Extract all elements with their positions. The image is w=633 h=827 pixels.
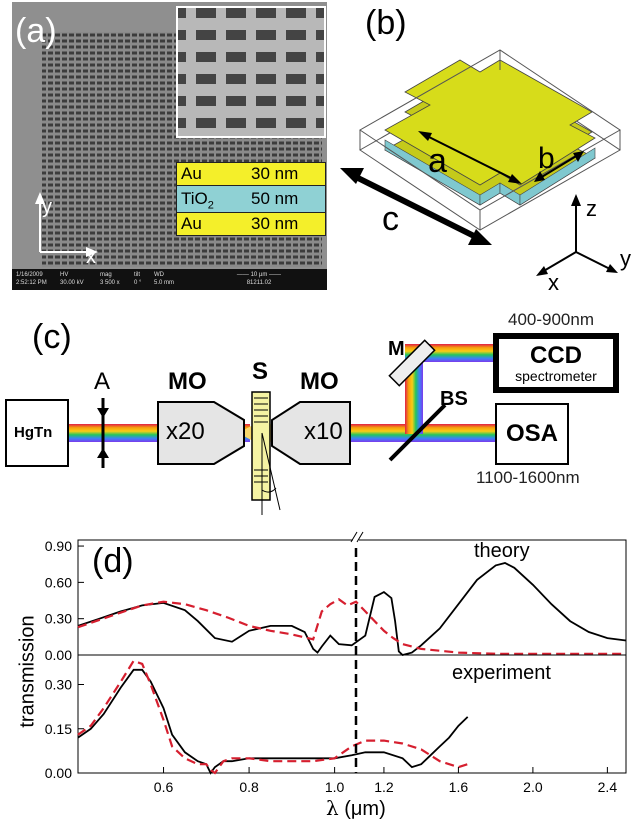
sem-scale: —— 10 µm —— 81211.02 <box>236 272 282 286</box>
sem-image <box>12 2 327 290</box>
material-name: TiO <box>181 189 208 208</box>
layer-tio2: TiO2 50 nm <box>176 186 326 213</box>
aperture-label: A <box>94 368 111 395</box>
sample-label: S <box>252 358 269 385</box>
axis-break-mark <box>350 531 358 543</box>
series-line-solid-experiment <box>77 668 469 775</box>
x-tick-label: 2.4 <box>598 779 618 795</box>
x-tick-label: 0.6 <box>154 779 174 795</box>
x-axis-symbol: λ <box>326 796 339 820</box>
sem-wd: WD 5.0 mm <box>154 272 175 286</box>
y-tick-label: 0.90 <box>45 538 72 554</box>
sem-mag: mag 3 500 x <box>100 272 120 286</box>
osa-range: 1100-1600nm <box>476 468 580 487</box>
axis-break-gap-top <box>353 530 359 544</box>
experiment-label: experiment <box>452 662 551 684</box>
unit-cell-diagram <box>340 49 621 276</box>
layer-material: TiO2 <box>177 186 251 212</box>
source-label: HgTn <box>14 424 53 441</box>
setup-diagram <box>5 333 619 515</box>
objective-right-label: MO <box>300 368 339 395</box>
panel-c-label: (c) <box>32 318 72 356</box>
sem-info-bar: 1/16/2009 2:52:12 PM HV 30.00 kV mag 3 500 … <box>14 270 326 289</box>
panel-a: (a) y x Au 30 nm TiO2 50 nm Au 30 nm 1/1… <box>12 2 327 290</box>
y-tick-label: 0.15 <box>45 721 72 737</box>
axis-break-mark <box>356 531 364 543</box>
dim-c-label: c <box>382 200 399 238</box>
sem-tilt: tilt 0 ° <box>134 272 142 286</box>
y-tick-label: 0.00 <box>45 765 72 781</box>
axis-y-label: y <box>620 246 631 271</box>
axis-x-label: x <box>86 246 96 268</box>
panel-d-label: (d) <box>92 542 134 580</box>
series-line-dashed-experiment <box>77 659 469 775</box>
x-tick-label: 0.8 <box>239 779 259 795</box>
panel-c: (c) HgTn A MO x20 S MO x10 M BS 400-900n… <box>0 300 633 515</box>
x-axis-label: λ (μm) <box>326 796 386 821</box>
layer-thickness: 30 nm <box>251 164 299 183</box>
x-axis-unit: (μm) <box>344 798 386 820</box>
mirror-label: M <box>388 338 405 360</box>
panel-b-label: (b) <box>365 4 407 42</box>
panel-b: (b) a b <box>330 0 633 300</box>
objective-left-label: MO <box>168 368 207 395</box>
axis-y-label: y <box>42 196 52 218</box>
y-tick-label: 0.00 <box>45 647 72 663</box>
x-tick-label: 1.2 <box>374 779 394 795</box>
ccd-range: 400-900nm <box>508 310 595 329</box>
axis-z-label: z <box>586 196 597 221</box>
layer-material: Au <box>181 214 202 233</box>
y-tick-label: 0.30 <box>45 677 72 693</box>
ccd-title: CCD <box>530 342 582 369</box>
layer-stack: Au 30 nm TiO2 50 nm Au 30 nm <box>176 162 326 236</box>
x-tick-label: 1.0 <box>325 779 345 795</box>
transmission-chart: 0.00 0.30 0.60 0.90 0.00 0.15 0.30 0.6 0.8 1.0 1.2… <box>45 530 627 795</box>
layer-thickness: 30 nm <box>251 214 299 233</box>
series-line-solid-theory <box>77 562 627 656</box>
dim-b-label: b <box>538 142 555 175</box>
layer-au-bottom: Au 30 nm <box>176 213 326 236</box>
y-tick-label: 0.60 <box>45 574 72 590</box>
objective-left-mag: x20 <box>166 418 205 445</box>
y-axis-label: transmission <box>16 615 39 728</box>
plot-frame-experiment <box>77 654 627 774</box>
panel-d: 0.00 0.30 0.60 0.90 0.00 0.15 0.30 0.6 0.8 1.0 1.2… <box>0 530 633 827</box>
theory-label: theory <box>474 540 530 562</box>
beamsplitter-label: BS <box>440 388 468 410</box>
series-line-dashed-theory <box>77 597 626 655</box>
material-subscript: 2 <box>207 199 214 212</box>
x-tick-label: 2.0 <box>523 779 543 795</box>
x-tick-label: 1.6 <box>449 779 469 795</box>
objective-right-mag: x10 <box>304 418 343 445</box>
y-tick-label: 0.30 <box>45 611 72 627</box>
sem-hv: HV 30.00 kV <box>60 272 84 286</box>
layer-thickness: 50 nm <box>251 189 299 208</box>
layer-au-top: Au 30 nm <box>176 162 326 186</box>
plot-frame-theory <box>77 539 627 656</box>
axis-x-label: x <box>548 270 559 295</box>
layer-material: Au <box>181 164 202 183</box>
sem-date: 1/16/2009 2:52:12 PM <box>16 272 47 286</box>
dim-a-label: a <box>428 142 447 180</box>
panel-a-label: (a) <box>15 12 57 50</box>
ccd-subtitle: spectrometer <box>515 368 597 384</box>
osa-title: OSA <box>505 420 558 447</box>
